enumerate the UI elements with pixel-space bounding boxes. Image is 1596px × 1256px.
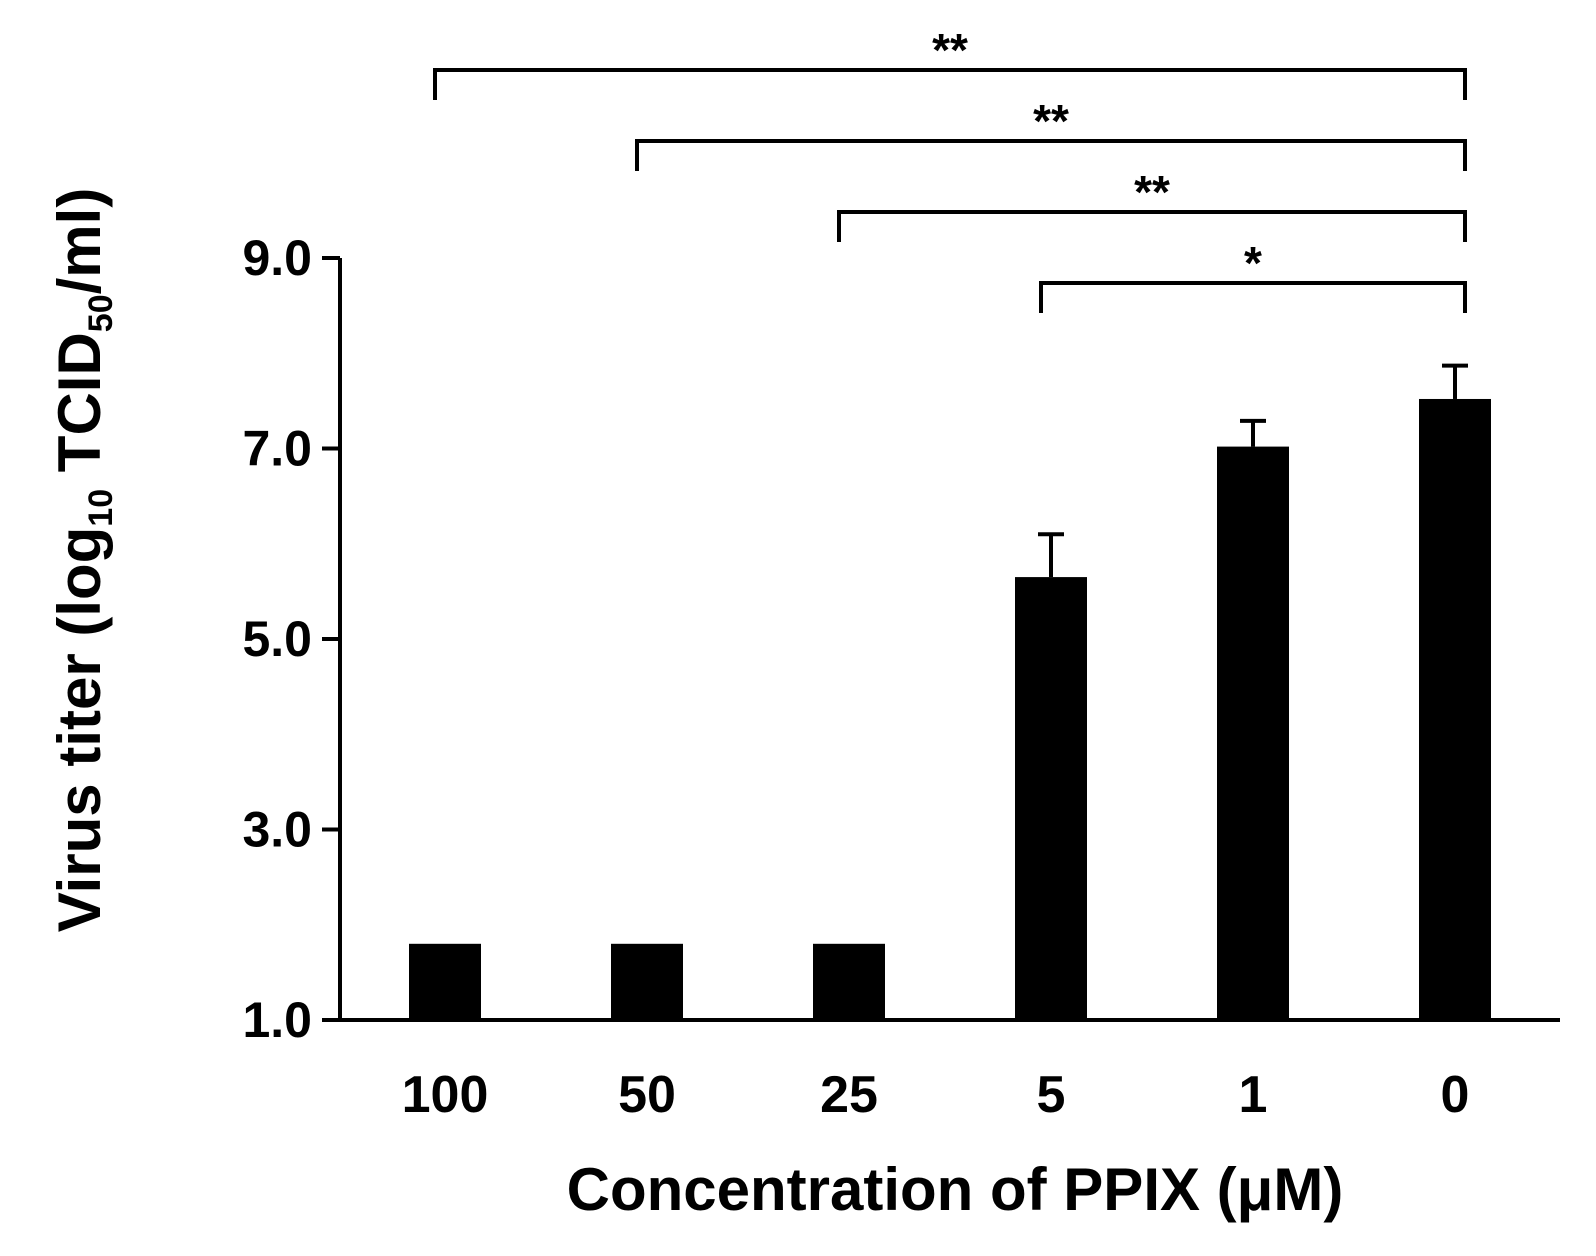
- x-tick-label-0: 0: [1441, 1066, 1470, 1124]
- y-tick-label-1.0: 1.0: [242, 992, 312, 1048]
- significance-bracket-2: [635, 139, 1467, 171]
- y-axis-title-mid: TCID: [46, 332, 113, 489]
- bar-5: [1015, 577, 1087, 1020]
- significance-bracket-4: [1039, 281, 1467, 313]
- y-tick-label-7.0: 7.0: [242, 421, 312, 477]
- bar-50: [611, 943, 683, 1020]
- y-tick-label-9.0: 9.0: [242, 230, 312, 286]
- axes-layer: [338, 258, 1560, 1022]
- bar-1: [1217, 446, 1289, 1021]
- bar-100: [409, 943, 481, 1020]
- significance-label-3: **: [1134, 166, 1170, 218]
- significance-layer: *******: [433, 24, 1467, 313]
- y-ticks-layer: 1.0 3.0 5.0 7.0 9.0: [242, 230, 340, 1048]
- x-axis-title: Concentration of PPIX (μM): [567, 1156, 1344, 1223]
- y-axis-title: Virus titer (log10 TCID50/ml): [46, 188, 120, 933]
- y-tick-label-3.0: 3.0: [242, 802, 312, 858]
- x-tick-label-50: 50: [618, 1066, 676, 1124]
- y-axis-title-sub1: 10: [82, 489, 120, 527]
- x-tick-label-25: 25: [820, 1066, 878, 1124]
- significance-label-1: **: [932, 24, 968, 76]
- y-axis-title-suffix: /ml): [46, 188, 113, 295]
- y-axis-title-sub2: 50: [82, 294, 120, 332]
- x-tick-label-5: 5: [1037, 1066, 1066, 1124]
- x-tick-label-100: 100: [402, 1066, 489, 1124]
- y-axis-title-prefix: Virus titer (log: [46, 527, 113, 933]
- significance-bracket-1: [433, 68, 1467, 100]
- significance-label-4: *: [1244, 237, 1262, 289]
- bar-25: [813, 943, 885, 1020]
- x-tick-label-1: 1: [1239, 1066, 1268, 1124]
- error-bars-layer: [1038, 363, 1468, 578]
- x-labels-layer: 100 50 25 5 1 0: [402, 1066, 1470, 1124]
- significance-label-2: **: [1033, 95, 1069, 147]
- bars-layer: [409, 398, 1491, 1021]
- bar-0: [1419, 398, 1491, 1021]
- y-tick-label-5.0: 5.0: [242, 611, 312, 667]
- significance-bracket-3: [837, 210, 1467, 242]
